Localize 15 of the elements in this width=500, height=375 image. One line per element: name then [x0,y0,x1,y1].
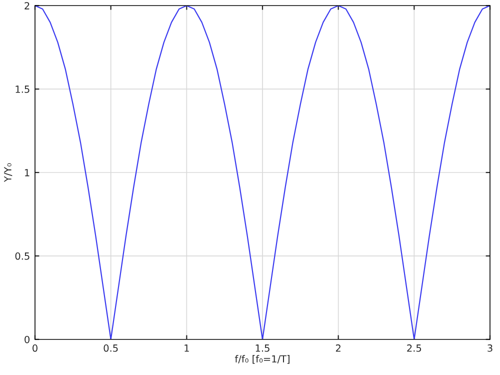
y-axis-title: Y/Y₀ [4,163,12,182]
line-series [35,6,490,340]
y-tick-label: 2 [24,2,30,10]
x-tick-label: 3 [488,344,492,352]
y-tick-label: 0 [24,336,30,344]
x-tick-label: 0 [32,344,38,352]
x-axis-title: f/f₀ [f₀=1/T] [234,355,290,364]
x-tick-label: 1.5 [256,344,270,352]
x-tick-label: 2 [336,344,340,352]
y-tick-label: 1.5 [16,86,30,93]
x-tick-label: 1 [184,344,189,352]
x-tick-label: 0.5 [104,344,118,352]
x-tick-label: 2.5 [407,344,422,352]
y-tick-label: 1 [25,169,30,176]
y-tick-label: 0.5 [15,252,30,260]
